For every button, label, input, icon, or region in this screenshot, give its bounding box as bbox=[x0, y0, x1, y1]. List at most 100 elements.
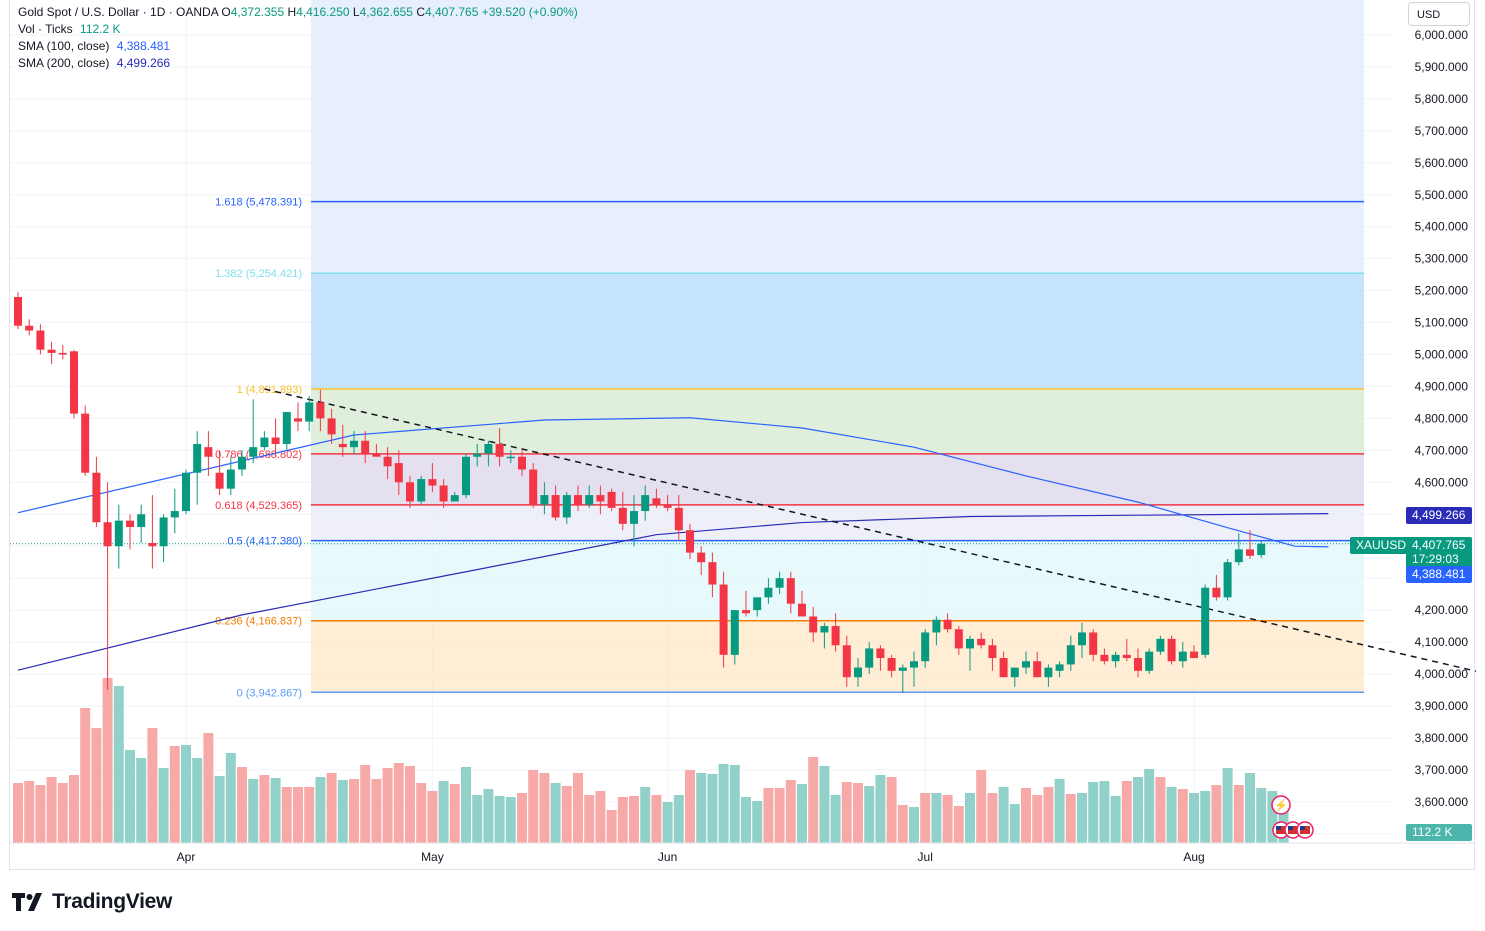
time-axis-label: Aug bbox=[1183, 850, 1204, 864]
volume-bar bbox=[1099, 781, 1110, 843]
tradingview-logo[interactable]: TradingView bbox=[12, 888, 172, 916]
candle bbox=[327, 408, 336, 444]
sma200-value: 4,499.266 bbox=[116, 56, 171, 70]
volume-bar bbox=[976, 770, 987, 843]
candle bbox=[506, 450, 515, 464]
volume-bar bbox=[225, 753, 236, 843]
candle-body bbox=[294, 418, 302, 422]
volume-bar bbox=[1155, 777, 1166, 843]
candle-body bbox=[126, 520, 134, 528]
fib-band bbox=[311, 273, 1364, 390]
volume-bar bbox=[337, 780, 348, 843]
candle bbox=[406, 475, 414, 508]
candle bbox=[170, 488, 179, 534]
candle-body bbox=[47, 349, 56, 353]
candle-body bbox=[1234, 549, 1243, 563]
candle-body bbox=[730, 610, 739, 655]
open-label: O bbox=[221, 5, 231, 19]
volume-bar bbox=[69, 775, 79, 843]
candle bbox=[876, 645, 885, 671]
price-axis-label: 3,900.000 bbox=[1415, 699, 1469, 713]
candle bbox=[943, 613, 952, 633]
candle bbox=[204, 431, 213, 476]
fib-level-label: 0.618 (4,529.365) bbox=[215, 500, 302, 512]
candle bbox=[764, 578, 773, 604]
candle-body bbox=[271, 437, 280, 444]
symbol-tag: XAUUSD bbox=[1350, 537, 1413, 554]
candle-body bbox=[1134, 658, 1142, 671]
candle-body bbox=[506, 456, 515, 459]
candle-body bbox=[394, 463, 403, 483]
candle bbox=[81, 405, 90, 476]
price-axis-label: 5,400.000 bbox=[1415, 220, 1469, 234]
candle bbox=[1022, 651, 1030, 674]
price-axis-label: 3,600.000 bbox=[1415, 795, 1469, 809]
candle bbox=[809, 606, 818, 643]
candle-body bbox=[226, 469, 235, 489]
candle-body bbox=[898, 667, 907, 671]
candle-body bbox=[764, 587, 773, 598]
volume-bar bbox=[987, 793, 998, 843]
volume-bar bbox=[606, 810, 617, 843]
ohlc-row: Gold Spot / U.S. Dollar · 1D · OANDA O4,… bbox=[18, 4, 578, 21]
candle-body bbox=[988, 645, 997, 659]
candle-body bbox=[238, 456, 246, 470]
price-axis-label: 3,800.000 bbox=[1415, 731, 1469, 745]
volume-bar bbox=[113, 686, 124, 843]
volume-bar bbox=[853, 783, 863, 843]
candle-body bbox=[350, 440, 358, 448]
candle bbox=[753, 597, 762, 617]
price-chart[interactable]: 0 (3,942.867) 0.236 (4,166.837) 0.5 (4,417… bbox=[10, 0, 1476, 870]
fib-band bbox=[311, 540, 1364, 621]
candle bbox=[607, 488, 616, 512]
candle-body bbox=[574, 495, 582, 505]
volume-bar bbox=[147, 728, 158, 843]
candle bbox=[114, 504, 123, 569]
candle bbox=[674, 495, 683, 540]
volume-bar bbox=[57, 783, 68, 843]
candle-body bbox=[1022, 661, 1030, 668]
candle bbox=[1223, 558, 1232, 601]
candle bbox=[1066, 635, 1075, 671]
volume-bar bbox=[1222, 768, 1233, 843]
candle bbox=[1167, 635, 1176, 665]
volume-bar bbox=[35, 785, 46, 843]
candle-body bbox=[943, 619, 952, 630]
time-axis-label: Jun bbox=[658, 850, 677, 864]
candle bbox=[495, 427, 504, 467]
candle bbox=[1078, 622, 1086, 659]
candle-body bbox=[1066, 645, 1075, 665]
volume-bar bbox=[1189, 793, 1199, 843]
candle bbox=[842, 635, 851, 687]
candle-body bbox=[417, 479, 426, 502]
candle-body bbox=[865, 648, 874, 668]
currency-selector[interactable]: USD bbox=[1408, 2, 1470, 26]
volume-bar bbox=[662, 802, 673, 843]
candle bbox=[1145, 648, 1154, 674]
sma100-row: SMA (100, close) 4,388.481 bbox=[18, 38, 578, 55]
candle bbox=[159, 514, 168, 563]
price-axis-label: 5,900.000 bbox=[1415, 60, 1469, 74]
candle bbox=[641, 485, 650, 521]
volume-bar bbox=[942, 795, 953, 843]
volume-bar bbox=[505, 797, 516, 843]
candle bbox=[831, 613, 840, 652]
volume-bar bbox=[1166, 787, 1177, 843]
fib-level-label: 1.618 (5,478.391) bbox=[215, 197, 302, 209]
volume-bar bbox=[449, 784, 460, 843]
candle-body bbox=[327, 418, 336, 435]
volume-value: 112.2 K bbox=[80, 22, 121, 36]
price-axis-label: 4,100.000 bbox=[1415, 635, 1469, 649]
time-axis-label: Jul bbox=[918, 850, 933, 864]
candle-body bbox=[103, 522, 112, 547]
volume-bar bbox=[685, 770, 695, 843]
price-axis-label: 4,700.000 bbox=[1415, 443, 1469, 457]
price-axis-label: 5,600.000 bbox=[1415, 156, 1469, 170]
candle bbox=[14, 292, 22, 329]
high-value: 4,416.250 bbox=[296, 5, 350, 19]
candle bbox=[1044, 664, 1053, 687]
candle-body bbox=[1089, 632, 1098, 655]
price-axis-label: 5,700.000 bbox=[1415, 124, 1469, 138]
candle-body bbox=[585, 495, 594, 505]
candle-body bbox=[114, 520, 123, 547]
